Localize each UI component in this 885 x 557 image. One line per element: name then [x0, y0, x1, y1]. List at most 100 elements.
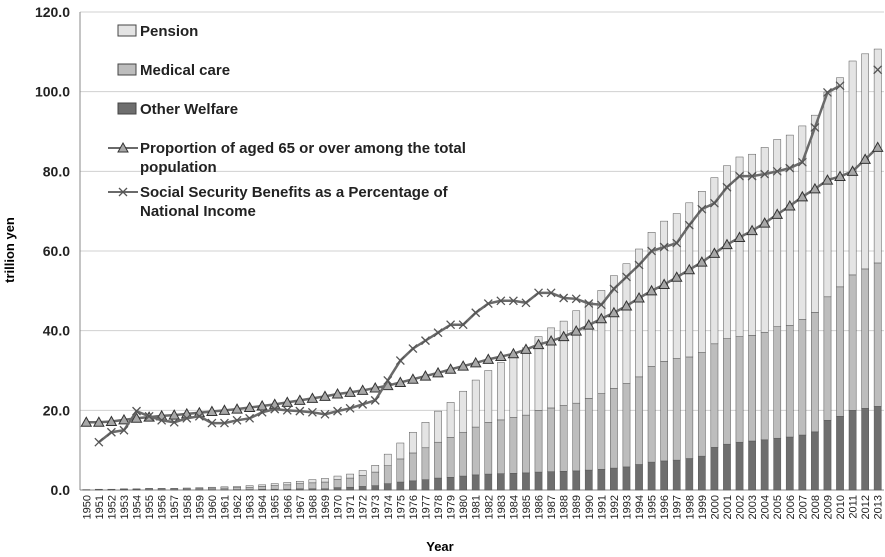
bar-segment: [760, 332, 769, 441]
marker-triangle: [118, 413, 130, 425]
bar-segment: [647, 366, 656, 463]
bar-segment: [446, 402, 455, 438]
x-tick-label: 1986: [534, 495, 546, 519]
legend-icon: [117, 63, 137, 76]
bar-segment: [748, 440, 756, 491]
marker-x: [785, 163, 795, 173]
legend-label: Other Welfare: [140, 101, 239, 118]
bar-segment: [785, 436, 794, 491]
x-tick-label: 1956: [157, 495, 169, 519]
marker-x: [596, 300, 606, 310]
marker-triangle: [356, 384, 369, 395]
marker-triangle: [256, 399, 269, 411]
marker-triangle: [532, 338, 545, 350]
x-tick-label: 1971: [345, 495, 357, 519]
bar-segment: [685, 458, 694, 491]
x-tick-label: 2003: [747, 495, 759, 519]
marker-triangle: [92, 416, 105, 427]
x-tick-label: 1998: [684, 495, 696, 519]
bar-segment: [823, 420, 832, 491]
legend-marker: [118, 187, 128, 197]
bar-segment: [685, 202, 694, 358]
bar-segment: [396, 481, 405, 491]
x-tick-label: 1976: [408, 495, 420, 519]
bar-segment: [308, 479, 317, 484]
x-tick-label: 1951: [94, 495, 106, 519]
bar-segment: [371, 471, 380, 486]
marker-triangle: [105, 415, 118, 426]
x-tick-label: 1969: [320, 495, 332, 519]
marker-triangle: [783, 199, 796, 211]
x-tick-label: 2007: [797, 495, 809, 519]
bar-segment: [735, 156, 744, 337]
marker-x: [559, 293, 569, 303]
marker-triangle: [557, 330, 570, 342]
marker-x: [534, 288, 543, 298]
marker-x: [383, 375, 393, 385]
marker-triangle: [319, 390, 331, 401]
marker-triangle: [407, 373, 419, 384]
bar-segment: [471, 379, 480, 428]
x-tick-label: 1990: [584, 495, 596, 519]
marker-x: [157, 415, 167, 425]
bar-segment: [371, 465, 380, 473]
marker-x: [709, 198, 719, 208]
x-tick-label: 1952: [106, 495, 118, 519]
marker-triangle: [130, 412, 143, 423]
bar-segment: [383, 483, 392, 491]
marker-triangle: [444, 363, 457, 374]
legend-entry: Medical care: [108, 61, 488, 80]
bar-segment: [496, 362, 505, 421]
bar-segment: [622, 263, 631, 384]
marker-x: [458, 320, 468, 330]
y-tick-label: 120.0: [35, 4, 70, 20]
bar-segment: [409, 452, 417, 482]
marker-x: [320, 409, 330, 419]
bar-segment: [496, 419, 505, 474]
marker-triangle: [218, 404, 231, 415]
x-axis-label: Year: [426, 539, 453, 554]
marker-x: [810, 123, 820, 132]
bar-segment: [459, 390, 468, 433]
x-tick-label: 1953: [119, 495, 131, 519]
bar-segment: [446, 437, 455, 478]
bar-segment: [358, 475, 367, 487]
marker-x: [735, 171, 744, 181]
marker-triangle: [645, 284, 658, 296]
x-tick-label: 1988: [559, 495, 571, 519]
marker-x: [634, 260, 644, 270]
bar-segment: [295, 480, 304, 484]
x-tick-label: 2011: [848, 495, 860, 519]
marker-x: [421, 336, 430, 346]
bar-segment: [735, 441, 744, 491]
x-tick-label: 1967: [295, 495, 307, 519]
marker-x: [647, 246, 657, 256]
bar-segment: [823, 91, 832, 298]
bar-segment: [383, 453, 392, 466]
x-tick-label: 2008: [810, 495, 822, 519]
bar-segment: [459, 431, 468, 477]
legend: Pension Medical care Other Welfare Proporti…: [108, 22, 488, 227]
x-tick-label: 1950: [81, 495, 93, 519]
marker-x: [609, 284, 619, 294]
marker-triangle: [494, 350, 507, 362]
marker-triangle: [695, 256, 708, 267]
marker-x: [446, 320, 456, 330]
x-tick-label: 1954: [132, 495, 144, 519]
marker-x: [220, 418, 229, 428]
marker-x: [232, 415, 242, 425]
bar-segment: [697, 352, 706, 457]
bar-segment: [672, 358, 681, 461]
marker-triangle: [80, 416, 93, 427]
x-tick-label: 1964: [257, 495, 269, 519]
bar-segment: [434, 477, 442, 491]
marker-triangle: [846, 165, 859, 176]
legend-icon: [117, 102, 137, 115]
x-tick-label: 1975: [395, 495, 407, 519]
x-tick-label: 1966: [282, 495, 294, 519]
x-tick-label: 1983: [496, 495, 508, 519]
bar-segment: [471, 426, 480, 476]
marker-x: [333, 406, 342, 416]
